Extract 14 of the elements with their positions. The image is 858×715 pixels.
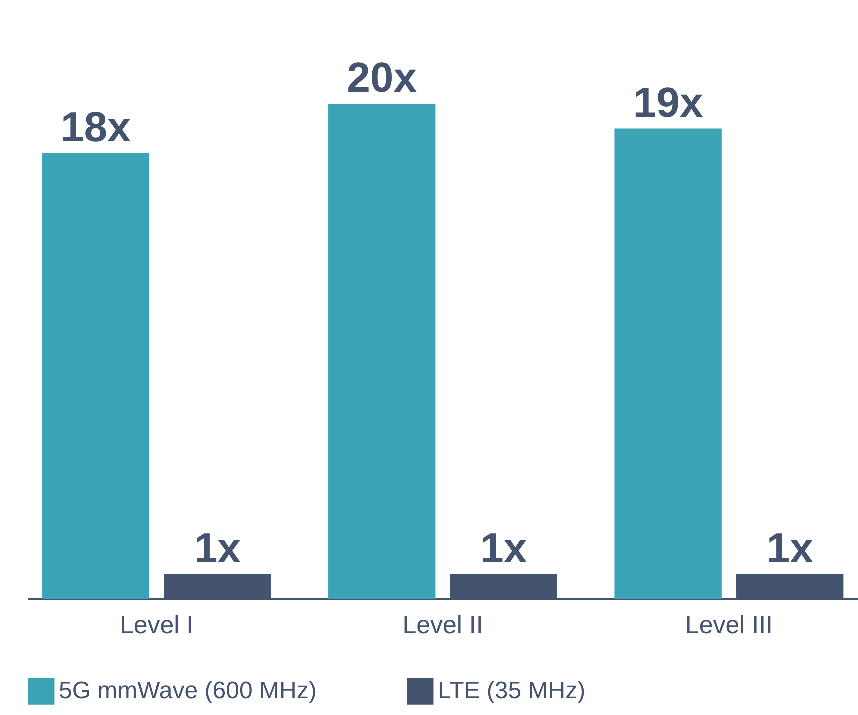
data-label: 18x <box>60 104 132 150</box>
x-tick-label: Level II <box>402 612 484 640</box>
legend-label: 5G mmWave (600 MHz) <box>59 678 317 705</box>
x-tick-label: Level III <box>685 612 773 640</box>
data-label: 20x <box>347 54 418 101</box>
legend-label: LTE (35 MHz) <box>438 678 586 705</box>
data-label: 19x <box>633 78 704 126</box>
bar <box>614 128 722 599</box>
data-label: 1x <box>194 524 242 572</box>
data-label: 1x <box>480 524 528 572</box>
bar <box>42 154 150 599</box>
data-label: 1x <box>766 524 814 572</box>
x-tick-label: Level I <box>120 612 194 640</box>
bar <box>328 104 436 599</box>
